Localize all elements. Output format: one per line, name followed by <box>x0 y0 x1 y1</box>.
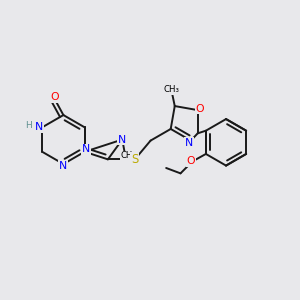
Text: CH₃: CH₃ <box>121 152 136 160</box>
Text: N: N <box>35 122 43 132</box>
Text: N: N <box>82 144 90 154</box>
Text: CH₃: CH₃ <box>164 85 180 94</box>
Text: N: N <box>185 138 194 148</box>
Text: O: O <box>50 92 59 102</box>
Text: O: O <box>187 156 195 167</box>
Text: O: O <box>196 103 204 114</box>
Text: N: N <box>59 160 68 170</box>
Text: S: S <box>131 153 139 166</box>
Text: H: H <box>26 121 32 130</box>
Text: N: N <box>118 134 126 145</box>
